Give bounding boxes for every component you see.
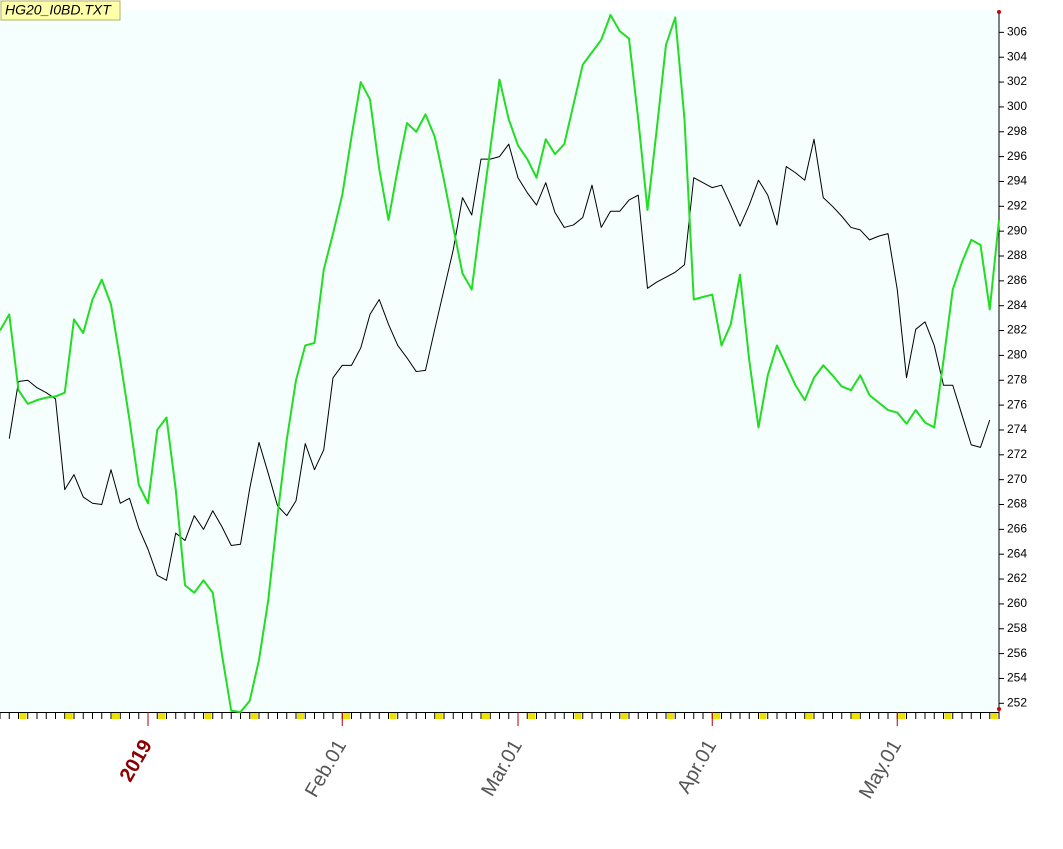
strip-block <box>990 713 998 719</box>
y-tick-label: 286 <box>1007 273 1027 287</box>
y-tick-label: 260 <box>1007 596 1027 610</box>
y-tick-label: 306 <box>1007 25 1027 39</box>
y-tick-label: 276 <box>1007 397 1027 411</box>
strip-block <box>852 713 859 719</box>
strip-block <box>204 713 212 719</box>
x-tick-label: Apr.01 <box>673 736 721 797</box>
strip-block <box>65 713 73 719</box>
strip-block <box>528 713 536 719</box>
strip-block <box>482 713 489 719</box>
y-tick-label: 280 <box>1007 348 1027 362</box>
axis-corner-dot <box>997 707 1001 711</box>
strip-block <box>805 713 813 719</box>
y-tick-label: 300 <box>1007 99 1027 113</box>
y-tick-label: 264 <box>1007 546 1027 560</box>
y-tick-label: 254 <box>1007 671 1027 685</box>
strip-block <box>297 713 304 719</box>
y-tick-label: 278 <box>1007 372 1027 386</box>
strip-block <box>898 713 906 719</box>
y-tick-label: 302 <box>1007 74 1027 88</box>
x-tick-label: Mar.01 <box>477 736 527 800</box>
strip-block <box>574 713 582 719</box>
chart-title: HG20_I0BD.TXT <box>5 2 112 18</box>
plot-area <box>0 10 999 712</box>
y-tick-label: 272 <box>1007 447 1027 461</box>
y-tick-label: 268 <box>1007 497 1027 511</box>
y-tick-label: 290 <box>1007 223 1027 237</box>
y-tick-label: 258 <box>1007 621 1027 635</box>
y-tick-label: 270 <box>1007 472 1027 486</box>
strip-block <box>667 713 674 719</box>
strip-block <box>620 713 628 719</box>
y-tick-label: 282 <box>1007 323 1027 337</box>
lines-layer <box>0 13 1000 713</box>
y-tick-label: 292 <box>1007 198 1027 212</box>
y-tick-label: 266 <box>1007 522 1027 536</box>
x-tick-label: Feb.01 <box>301 736 351 801</box>
strip-block <box>112 713 119 719</box>
strip-block <box>158 713 166 719</box>
y-tick-label: 288 <box>1007 248 1027 262</box>
strip-block <box>944 713 952 719</box>
strip-block <box>19 713 27 719</box>
series-line <box>8 138 991 581</box>
strip-block <box>250 713 258 719</box>
y-tick-label: 252 <box>1007 695 1027 709</box>
x-tick-label: 2019 <box>116 736 157 786</box>
y-tick-label: 284 <box>1007 298 1027 312</box>
y-tick-label: 296 <box>1007 149 1027 163</box>
strip-block <box>759 713 767 719</box>
y-tick-label: 274 <box>1007 422 1027 436</box>
axis-corner-dot <box>997 10 1001 14</box>
strip-block <box>713 713 721 719</box>
y-tick-label: 256 <box>1007 646 1027 660</box>
strip-block <box>343 713 351 719</box>
title-box <box>0 0 121 21</box>
strip-block <box>435 713 443 719</box>
y-tick-label: 294 <box>1007 174 1027 188</box>
y-tick-label: 304 <box>1007 49 1027 63</box>
y-tick-label: 262 <box>1007 571 1027 585</box>
y-tick-label: 298 <box>1007 124 1027 138</box>
strip-block <box>389 713 397 719</box>
series-line <box>0 13 1000 713</box>
x-tick-label: May.01 <box>855 736 906 803</box>
